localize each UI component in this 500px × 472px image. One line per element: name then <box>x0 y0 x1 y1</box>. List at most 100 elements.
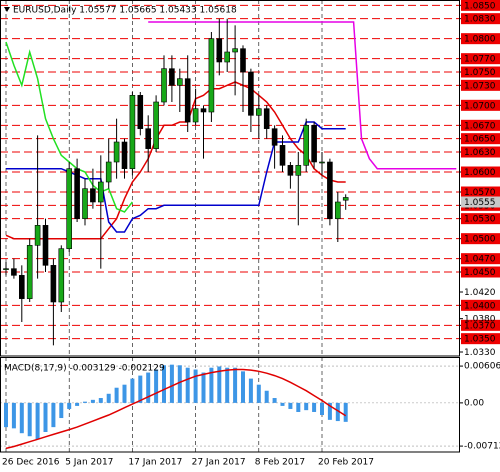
macd-bar <box>67 402 72 409</box>
candle-body <box>3 268 9 270</box>
label-box <box>461 79 500 91</box>
candle-body <box>248 71 254 116</box>
macd-bar <box>122 384 127 403</box>
candle-body <box>42 225 49 266</box>
label-box <box>461 119 500 131</box>
candle-body <box>263 108 270 129</box>
candle-body <box>327 161 333 219</box>
label-box <box>461 266 500 278</box>
x-tick-label: 27 Jan 2017 <box>192 458 246 468</box>
macd-bar <box>209 367 214 403</box>
candle-body <box>200 108 207 113</box>
level-label: 1.0600 <box>464 168 496 178</box>
macd-bar <box>43 402 48 432</box>
label-box <box>461 0 500 11</box>
level-label: 1.0800 <box>464 35 496 45</box>
candle-body <box>129 95 136 169</box>
x-tick-label: 20 Feb 2017 <box>318 458 374 468</box>
macd-bar <box>296 402 301 412</box>
candle-body <box>177 78 183 86</box>
macd-bar <box>90 399 95 403</box>
macd-bar <box>335 402 340 422</box>
price-box <box>461 196 500 208</box>
level-label: 1.0630 <box>464 148 496 158</box>
candle-body <box>137 95 144 129</box>
candle-body <box>66 168 72 249</box>
level-label: 1.0650 <box>464 135 496 145</box>
level-label: 1.0470 <box>464 255 496 265</box>
candle-body <box>153 101 159 149</box>
candle-body <box>319 161 325 164</box>
candle-body <box>342 197 349 201</box>
y-tick-label: 1.0380 <box>464 315 496 325</box>
macd-bar <box>201 372 206 403</box>
candle-body <box>161 68 167 103</box>
macd-bar <box>272 398 277 403</box>
candle-body <box>311 125 317 163</box>
label-box <box>461 333 500 345</box>
macd-bar <box>312 402 317 412</box>
level-label: 1.0400 <box>464 301 496 311</box>
macd-bar <box>193 369 198 403</box>
candle-body <box>98 181 104 203</box>
macd-title: MACD(8,17,9) -0.003129 -0.002129 <box>4 364 165 374</box>
label-box <box>461 299 500 311</box>
macd-bar <box>11 402 16 429</box>
level-label: 1.0830 <box>464 15 496 25</box>
label-box <box>461 53 500 65</box>
indicator-line <box>5 81 346 240</box>
chart-title: EURUSD,Daily 1.05577 1.05665 1.05433 1.0… <box>13 6 237 16</box>
candle-body <box>216 38 223 63</box>
candle-body <box>26 245 33 299</box>
macd-bar <box>154 369 159 403</box>
macd-bar <box>83 401 87 403</box>
macd-bar <box>225 367 230 403</box>
label-box <box>461 186 500 198</box>
price-label: 1.0555 <box>464 198 496 208</box>
level-label: 1.0350 <box>464 335 496 345</box>
candle-body <box>334 201 341 219</box>
macd-bar <box>177 365 182 403</box>
macd-bar <box>106 393 111 403</box>
y-tick-label: 1.0420 <box>464 288 496 298</box>
macd-bar <box>51 402 56 428</box>
macd-bar <box>264 390 269 403</box>
x-tick-label: 8 Feb 2017 <box>255 458 305 468</box>
candle-body <box>90 188 96 203</box>
candle-body <box>184 78 191 123</box>
candle-body <box>303 125 310 166</box>
macd-bar <box>217 366 222 403</box>
candle-body <box>11 268 17 276</box>
macd-bar <box>59 402 64 419</box>
macd-bar <box>138 375 143 403</box>
indicator-line <box>6 121 346 233</box>
x-tick-label: 17 Jan 2017 <box>128 458 182 468</box>
macd-bar <box>288 402 293 409</box>
candle-body <box>50 265 57 303</box>
candle-body <box>121 141 128 169</box>
macd-bar <box>320 402 324 416</box>
macd-frame <box>0 357 460 453</box>
macd-bar <box>280 402 285 406</box>
macd-bar <box>4 402 8 428</box>
macd-bar <box>327 402 332 420</box>
level-label: 1.0530 <box>464 215 496 225</box>
macd-bar <box>75 402 80 406</box>
label-box <box>461 33 500 45</box>
macd-bar <box>27 402 32 437</box>
level-label: 1.0750 <box>464 68 496 78</box>
label-box <box>461 253 500 265</box>
macd-bar <box>98 398 103 403</box>
macd-bar <box>233 367 238 403</box>
candle-body <box>113 141 120 163</box>
candle-body <box>34 225 41 246</box>
level-label: 1.0500 <box>464 235 496 245</box>
level-label: 1.0700 <box>464 101 496 111</box>
label-box <box>461 233 500 245</box>
label-box <box>461 319 500 331</box>
y-tick-label: 1.0330 <box>464 348 496 358</box>
macd-bar <box>304 402 309 411</box>
macd-bar <box>114 387 119 403</box>
candle-body <box>255 108 262 116</box>
